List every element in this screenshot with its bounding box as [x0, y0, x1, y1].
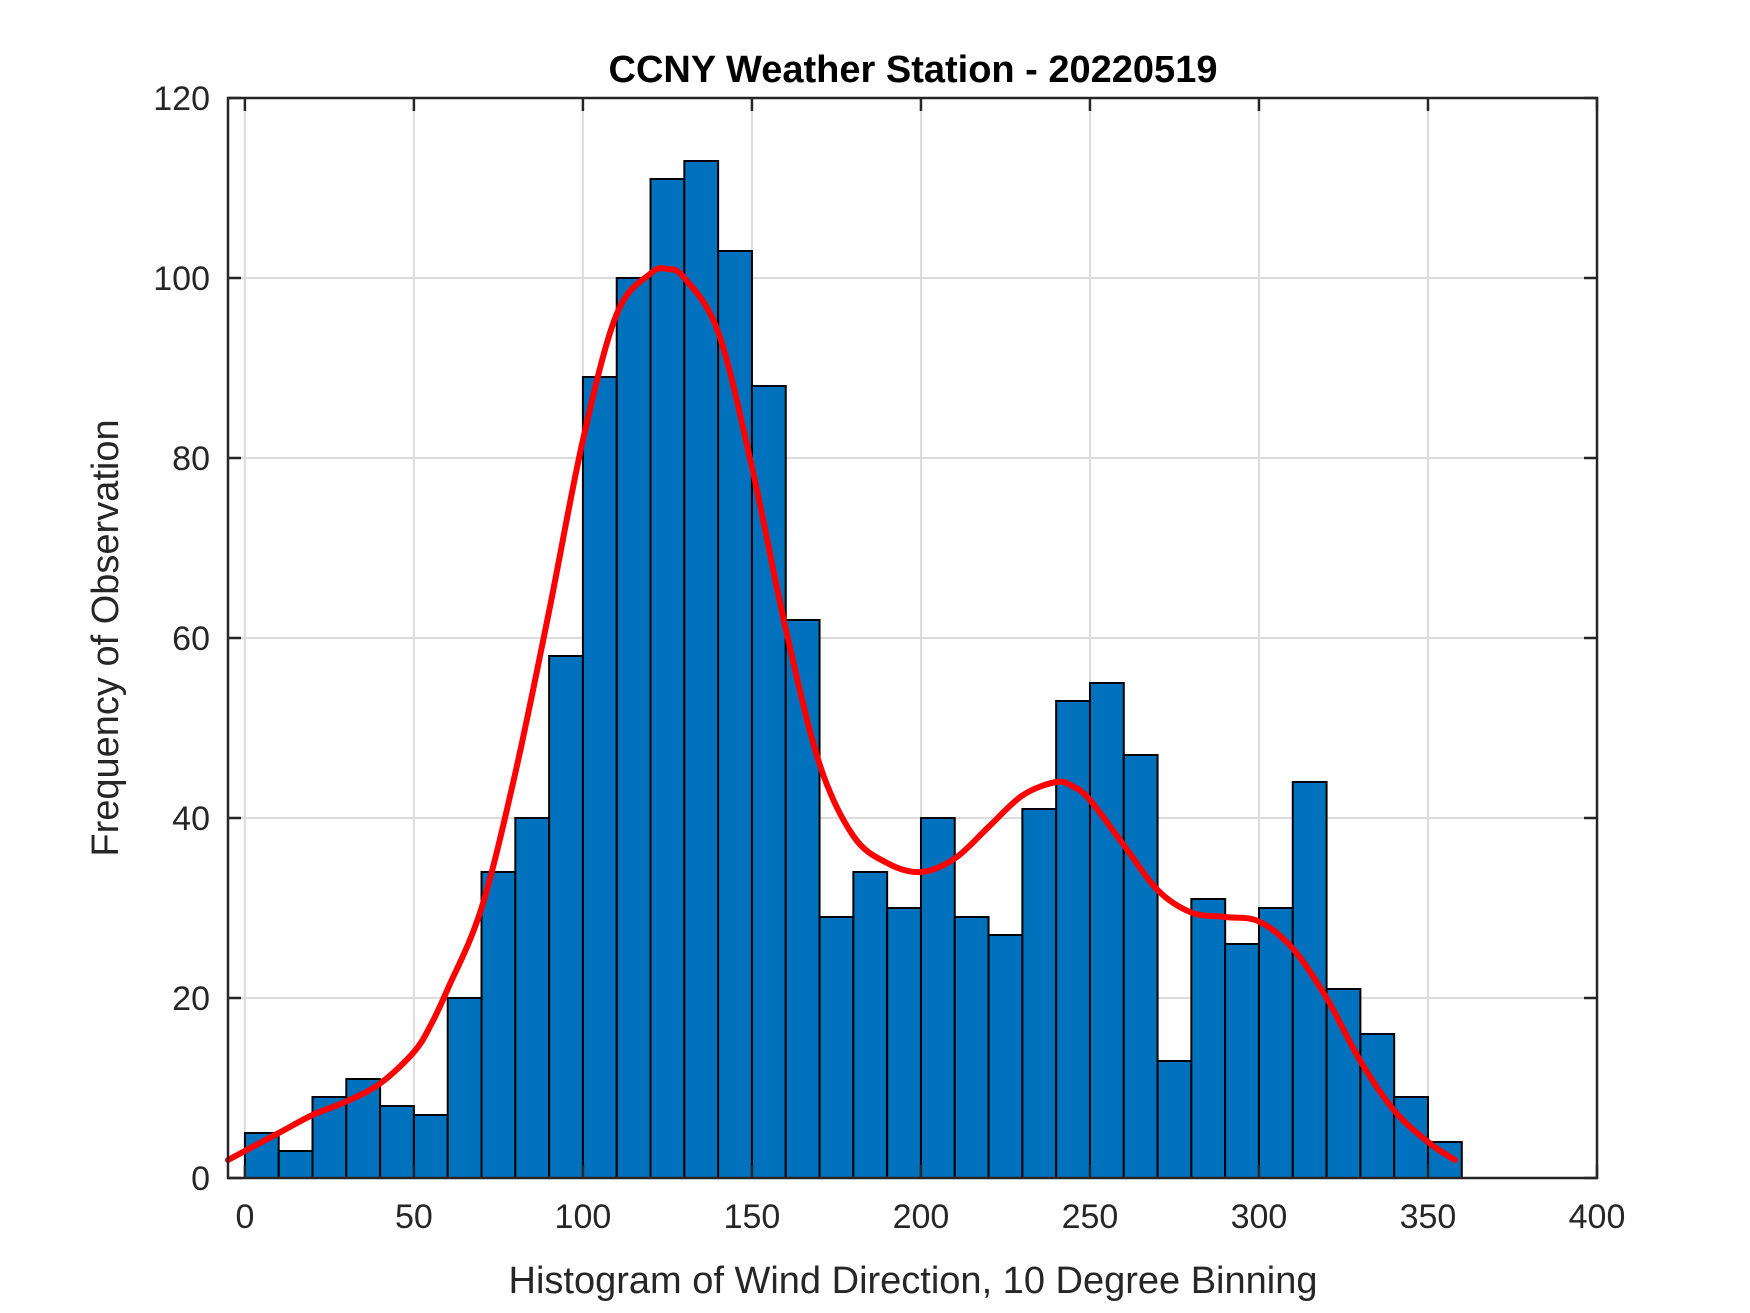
y-tick-label: 40	[172, 800, 210, 838]
histogram-bar	[852, 871, 889, 1179]
x-tick-label: 400	[1569, 1198, 1626, 1236]
y-tick-label: 120	[153, 80, 210, 118]
x-tick-label: 100	[555, 1198, 612, 1236]
chart-title: CCNY Weather Station - 20220519	[609, 49, 1218, 91]
histogram-bar	[446, 997, 483, 1179]
histogram-bar	[1156, 1060, 1193, 1179]
histogram-bar	[1224, 943, 1260, 1179]
histogram-bar	[1190, 898, 1227, 1179]
y-tick-label: 20	[172, 980, 210, 1018]
histogram-bar	[581, 376, 618, 1179]
histogram-bar	[953, 916, 990, 1179]
histogram-bar	[1325, 988, 1362, 1179]
x-tick-label: 50	[395, 1198, 433, 1236]
histogram-bars	[243, 160, 1463, 1179]
y-tick-label: 80	[172, 440, 210, 478]
histogram-bar	[412, 1114, 449, 1179]
x-tick-label: 250	[1062, 1198, 1119, 1236]
histogram-bar	[480, 871, 517, 1179]
histogram-bar	[514, 817, 551, 1179]
histogram-bar	[1257, 907, 1294, 1179]
histogram-bar	[1021, 808, 1058, 1179]
histogram-bar	[886, 907, 922, 1179]
axis-ticks	[228, 96, 1599, 1180]
y-tick-label: 0	[191, 1160, 210, 1198]
y-tick-label: 60	[172, 620, 210, 658]
histogram-bar	[379, 1105, 415, 1179]
fit-curve-layer	[225, 265, 1459, 1163]
x-tick-label: 350	[1400, 1198, 1457, 1236]
histogram-bar	[987, 934, 1024, 1179]
histogram-bar	[649, 178, 686, 1179]
x-axis-label: Histogram of Wind Direction, 10 Degree B…	[509, 1260, 1318, 1302]
y-axis-label: Frequency of Observation	[85, 419, 127, 856]
x-tick-label: 200	[893, 1198, 950, 1236]
fit-curve-line	[225, 265, 1459, 1163]
histogram-bar	[1055, 700, 1091, 1179]
histogram-bar	[1088, 682, 1125, 1179]
x-tick-label: 0	[235, 1198, 254, 1236]
histogram-bar	[818, 916, 855, 1179]
x-tick-label: 300	[1231, 1198, 1288, 1236]
histogram-bar	[683, 160, 720, 1179]
histogram-bar	[1122, 754, 1159, 1179]
histogram-bar	[615, 277, 652, 1179]
histogram-bar	[277, 1150, 314, 1179]
tick-labels: 0 50 100 150 200 250 300 350 400 0 20 40 60 80 100 120	[153, 80, 1625, 1236]
histogram-bar	[1393, 1096, 1429, 1179]
y-tick-label: 100	[153, 260, 210, 298]
x-tick-label: 150	[724, 1198, 781, 1236]
histogram-bar	[1291, 781, 1328, 1179]
histogram-bar	[548, 655, 584, 1179]
